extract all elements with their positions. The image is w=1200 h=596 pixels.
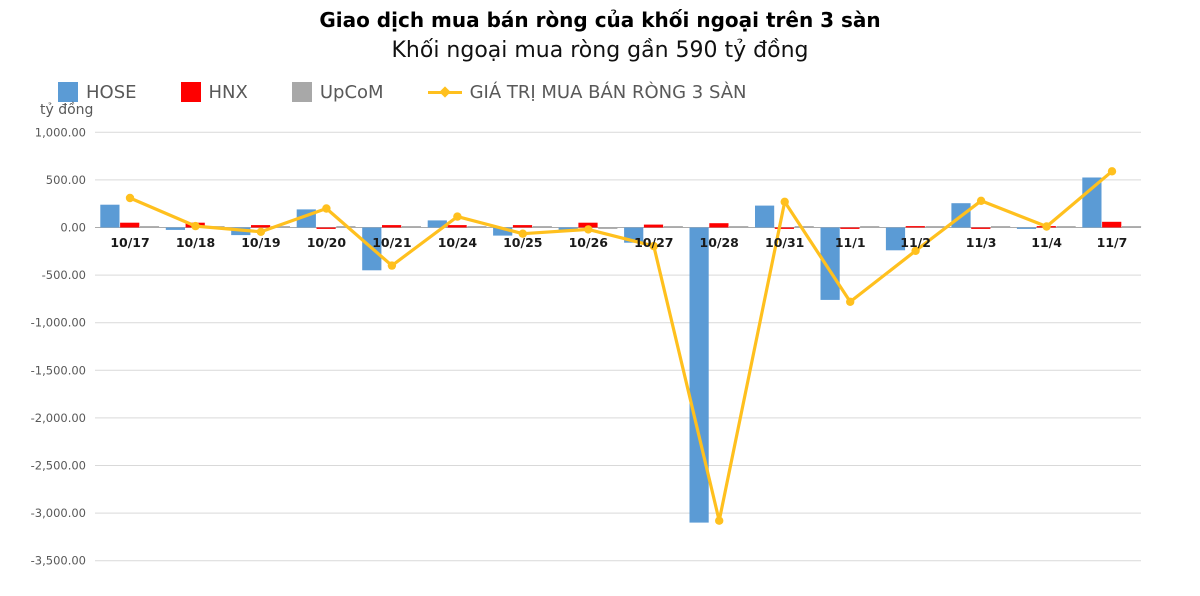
upcom-swatch-icon (291, 82, 312, 102)
line-point-11/3 (976, 196, 986, 205)
bar-hose-10/25 (493, 227, 513, 236)
bar-hnx-10/27 (643, 224, 664, 228)
bar-upcom-10/27 (663, 226, 683, 228)
bar-hnx-11/2 (905, 226, 925, 228)
line-point-10/20 (322, 204, 331, 213)
bar-upcom-10/19 (270, 226, 290, 228)
hnx-swatch-icon (180, 82, 201, 102)
bar-upcom-11/2 (925, 226, 945, 228)
bar-hnx-10/26 (578, 222, 598, 228)
x-tick-label: 10/18 (176, 235, 215, 250)
bar-upcom-10/24 (467, 226, 487, 228)
bar-hnx-10/28 (709, 223, 729, 228)
x-tick-label: 11/7 (1097, 235, 1128, 250)
bar-hnx-10/21 (382, 225, 402, 228)
x-tick-label: 10/24 (438, 235, 478, 250)
x-tick-label: 10/21 (372, 235, 411, 250)
bar-upcom-11/3 (991, 226, 1011, 228)
chart-title: Giao dịch mua bán ròng của khối ngoại tr… (319, 8, 881, 32)
legend-item-net-line: GIÁ TRỊ MUA BÁN RÒNG 3 SÀN (427, 81, 747, 103)
bar-hnx-10/24 (447, 225, 467, 228)
bar-hose-10/18 (165, 227, 185, 230)
x-tick-label: 10/27 (634, 235, 673, 250)
bar-upcom-10/31 (794, 226, 814, 228)
legend-label-hnx: HNX (208, 81, 248, 103)
bar-hose-11/7 (1082, 177, 1102, 228)
x-tick-label: 11/2 (900, 235, 931, 250)
bar-hnx-10/25 (512, 225, 533, 228)
line-point-10/18 (191, 221, 200, 231)
x-tick-label: 10/25 (503, 235, 542, 250)
x-tick-label: 11/3 (966, 235, 997, 250)
line-point-11/4 (1042, 222, 1051, 231)
legend-label-net-line: GIÁ TRỊ MUA BÁN RÒNG 3 SÀN (469, 81, 747, 103)
line-point-10/17 (125, 193, 135, 203)
line-point-11/1 (846, 297, 855, 306)
hose-swatch-icon (58, 82, 78, 102)
line-point-10/21 (387, 261, 397, 270)
bar-upcom-11/4 (1056, 226, 1076, 228)
line-point-10/28 (715, 516, 724, 525)
y-tick-label: -3,500.00 (31, 554, 86, 568)
y-tick-label: -2,000.00 (31, 411, 86, 425)
line-point-10/25 (518, 229, 527, 238)
bar-upcom-10/21 (401, 226, 421, 228)
bar-hnx-10/19 (251, 225, 271, 228)
x-tick-label: 10/17 (110, 235, 149, 250)
bar-upcom-10/25 (532, 226, 552, 228)
x-tick-label: 10/19 (241, 235, 280, 250)
x-tick-label: 10/26 (569, 235, 609, 250)
legend-label-upcom: UpCoM (319, 81, 384, 103)
x-tick-label: 11/1 (835, 235, 866, 250)
line-point-10/26 (584, 225, 593, 234)
bar-hnx-11/7 (1102, 221, 1122, 228)
legend-label-hose: HOSE (86, 81, 137, 103)
legend-item-hnx: HNX (180, 81, 248, 103)
x-tick-label: 11/4 (1031, 235, 1062, 250)
y-tick-label: -2,500.00 (31, 459, 86, 473)
net-value-line (128, 169, 1114, 523)
line-marker-icon (427, 82, 462, 102)
legend-item-upcom: UpCoM (291, 81, 384, 103)
line-point-10/19 (256, 227, 266, 236)
bar-hose-10/28 (689, 227, 709, 523)
legend: HOSE HNX UpCoM GIÁ TRỊ MUA BÁN RÒNG 3 SÀ… (58, 80, 747, 104)
bar-upcom-10/26 (598, 227, 618, 229)
y-tick-label: -1,000.00 (31, 316, 86, 330)
bar-upcom-11/7 (1121, 226, 1142, 228)
bar-hose-11/4 (1016, 227, 1037, 229)
bar-hnx-10/20 (316, 227, 336, 229)
x-tick-label: 10/28 (700, 235, 739, 250)
y-axis-unit-label: tỷ đồng (40, 102, 94, 118)
y-tick-label: -500.00 (42, 268, 86, 282)
bar-hnx-10/31 (774, 227, 794, 229)
bar-hose-11/2 (885, 227, 906, 251)
bar-upcom-11/1 (860, 226, 880, 228)
line-point-11/2 (911, 246, 920, 255)
bar-hose-10/24 (427, 220, 447, 228)
bar-hnx-10/17 (120, 222, 140, 228)
line-point-10/24 (453, 212, 462, 221)
bar-hose-10/31 (755, 205, 775, 228)
bar-hnx-11/1 (840, 227, 860, 229)
y-tick-label: -3,000.00 (31, 506, 86, 520)
bar-upcom-10/28 (729, 226, 749, 228)
line-point-10/31 (780, 197, 789, 206)
bar-hnx-11/3 (971, 227, 991, 229)
y-tick-label: 0.00 (60, 221, 86, 235)
y-tick-label: -1,500.00 (31, 363, 86, 377)
line-point-10/27 (649, 241, 658, 251)
x-tick-label: 10/31 (765, 235, 804, 250)
bar-upcom-10/17 (139, 226, 160, 228)
y-tick-label: 500.00 (46, 173, 86, 187)
bar-hose-11/1 (820, 227, 840, 300)
bar-hose-10/17 (100, 204, 120, 228)
legend-item-hose: HOSE (58, 82, 137, 103)
y-tick-label: 1,000.00 (35, 125, 86, 139)
chart-subtitle: Khối ngoại mua ròng gần 590 tỷ đồng (391, 38, 809, 63)
line-point-11/7 (1107, 167, 1117, 176)
x-tick-label: 10/20 (307, 235, 347, 250)
